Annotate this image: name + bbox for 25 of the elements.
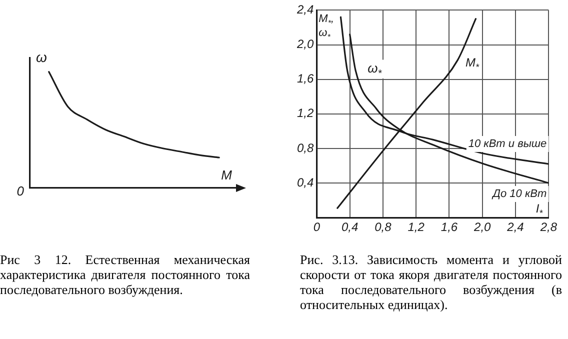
- y-tick-label: 2,4: [296, 2, 314, 17]
- y-tick-label: 1,2: [296, 106, 314, 120]
- x-tick-label: 0,4: [341, 220, 358, 234]
- x-tick-label: 1,2: [408, 220, 425, 234]
- x-tick-label: 1,6: [440, 220, 458, 234]
- x-tick-label: 0,8: [374, 220, 392, 234]
- x-tick-label: 0: [313, 220, 320, 234]
- y-tick-label: 2,0: [296, 37, 314, 52]
- x-tick-label: 2,4: [506, 220, 524, 234]
- text: Рис 3 12. Естественная механическая характеристика двигателя постоянного тока последовательного возбуждения.: [0, 252, 250, 297]
- x-axis-title: M: [221, 168, 232, 183]
- y-axis-title: ω: [36, 49, 47, 65]
- y-tick-label: 0,8: [296, 140, 314, 155]
- y-axis-title: M*, ω*: [318, 13, 334, 42]
- series-label: 10 кВт и выше: [468, 138, 547, 150]
- series-label: M*: [466, 55, 480, 72]
- y-tick-label: 1,6: [296, 72, 314, 86]
- text: 0: [16, 184, 25, 199]
- x-axis-title: I*: [536, 202, 544, 218]
- annotation: ω*: [368, 60, 383, 80]
- x-tick-label: 2,8: [539, 220, 558, 234]
- x-tick-label: 2,0: [473, 220, 492, 234]
- series-label: До 10 кВт: [490, 188, 547, 200]
- y-tick-label: 0,4: [296, 175, 314, 190]
- text: Рис. 3.13. Зависимость момента и угловой скорости от тока якоря двигателя постоянного тока последовательного возбуждения (в относительных единицах).: [300, 252, 562, 312]
